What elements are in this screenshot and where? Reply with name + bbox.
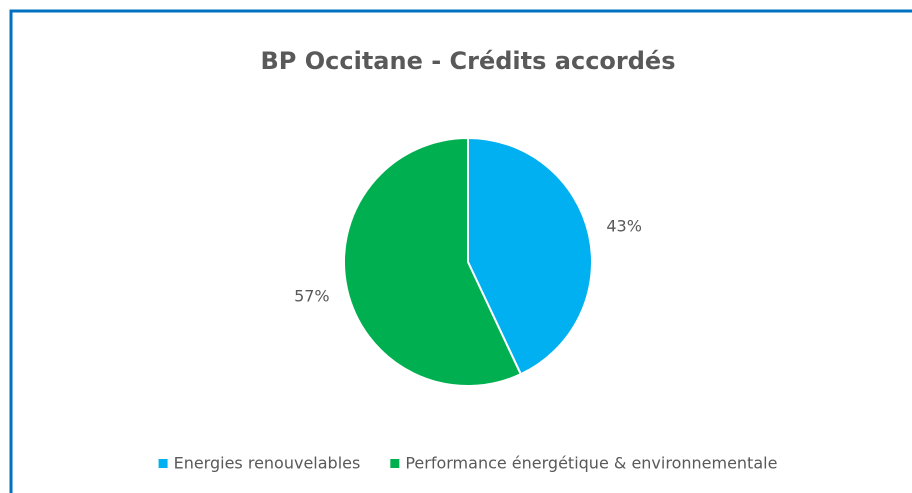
chart-title: BP Occitane - Crédits accordés	[261, 47, 676, 75]
legend-swatch	[158, 459, 168, 468]
legend-label: Energies renouvelables	[174, 454, 361, 473]
data-label: 57%	[294, 286, 330, 305]
pie-slice	[467, 136, 593, 376]
legend-label: Performance énergétique & environnementa…	[405, 454, 777, 473]
data-label: 43%	[606, 217, 642, 236]
pie-slice	[343, 136, 523, 387]
legend-swatch	[390, 459, 400, 468]
